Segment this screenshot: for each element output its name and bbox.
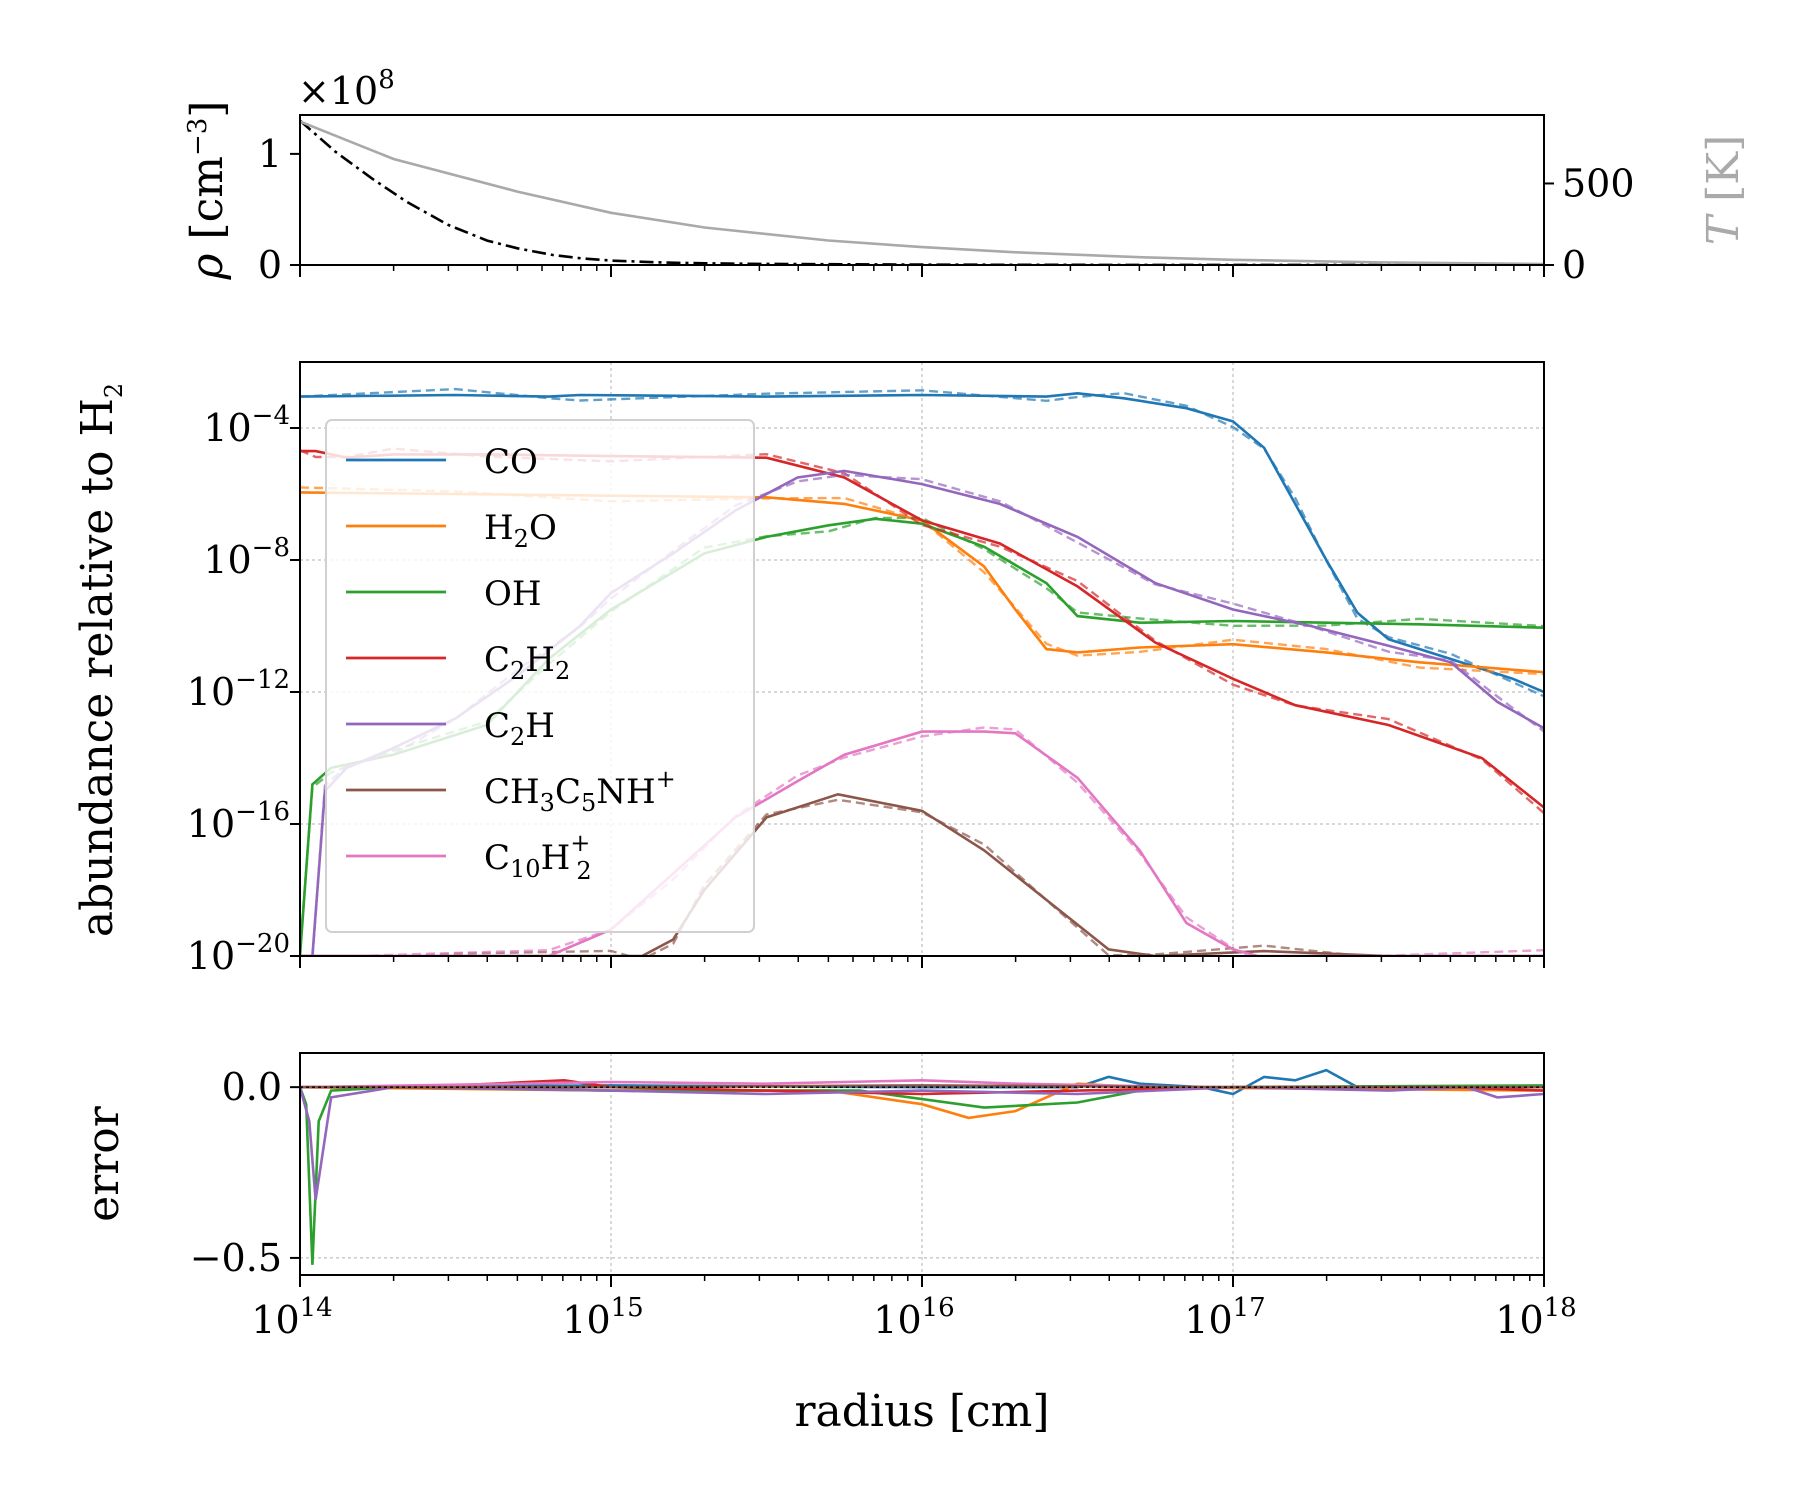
legend-box <box>325 419 755 933</box>
legend-label-CO: CO <box>484 442 538 482</box>
top-right-ylabel: T [K] <box>1698 135 1749 246</box>
top-right-tick-label: 500 <box>1562 161 1635 205</box>
top-right-tick-label: 0 <box>1562 243 1586 287</box>
mid-reference-H2O <box>300 486 1544 676</box>
bottom-ticks: 0.0 −0.5 1014 1015 1016 1017 1018 <box>190 1065 1577 1342</box>
legend-label-C2H2: C2H2 <box>484 640 570 685</box>
bottom-ylabel: error <box>78 1105 129 1222</box>
legend-items: CO H2O OH C2H2 C2H CH3C5NH+ C10H+ 2 <box>346 442 676 885</box>
top-left-tick-label: 0 <box>258 243 282 287</box>
mid-y-tick-label: 10−12 <box>187 665 290 714</box>
middle-ylabel: abundance relative to H2 <box>72 383 128 937</box>
x-axis-label: radius [cm] <box>794 1386 1049 1437</box>
bot-series-CO <box>300 1068 1544 1096</box>
mid-series-CH3C5NH+ <box>300 792 1544 956</box>
top-offset-text: ×108 <box>298 65 395 113</box>
mid-reference-CO <box>300 387 1544 698</box>
x-tick-label: 1017 <box>1184 1293 1265 1342</box>
mid-reference-C2H <box>311 473 1544 956</box>
mid-series-CO <box>300 391 1544 694</box>
mid-y-tick-label: 10−20 <box>187 929 290 978</box>
bot-series-CH3C5NH+ <box>300 1084 1544 1089</box>
middle-ticks: 10−20 10−16 10−12 10−8 10−4 <box>187 401 1545 978</box>
top-ticks: 0 1 0 500 <box>258 132 1635 287</box>
middle-panel: 10−20 10−16 10−12 10−8 10−4 abundance relati… <box>72 361 1545 978</box>
top-axes-frame <box>299 114 1545 266</box>
legend-label-CH3C5NH+: CH3C5NH+ <box>484 765 676 817</box>
legend: CO H2O OH C2H2 C2H CH3C5NH+ C10H+ 2 <box>325 419 755 933</box>
top-series-temperature <box>300 120 1544 265</box>
legend-label-C2H: C2H <box>484 706 555 751</box>
mid-reference-C2H2 <box>300 447 1544 815</box>
top-series-density <box>300 119 1544 265</box>
legend-label-H2O: H2O <box>484 508 557 553</box>
x-tick-label: 1014 <box>251 1293 332 1342</box>
top-panel: 0 1 0 500 ×108 ρ [cm−3] T [K] <box>182 65 1749 287</box>
bottom-panel: 0.0 −0.5 1014 1015 1016 1017 1018 error <box>78 1052 1577 1342</box>
legend-label-OH: OH <box>484 574 542 614</box>
top-left-tick-label: 1 <box>258 132 282 176</box>
top-series <box>300 119 1544 265</box>
mid-y-tick-label: 10−16 <box>187 797 290 846</box>
bot-y-tick-label: 0.0 <box>222 1065 282 1109</box>
x-tick-label: 1015 <box>562 1293 643 1342</box>
legend-label-C10H2+: C10H+ 2 <box>484 829 592 885</box>
mid-y-tick-label: 10−8 <box>203 533 290 582</box>
mid-y-tick-label: 10−4 <box>203 401 290 450</box>
x-tick-label: 1016 <box>873 1293 954 1342</box>
bot-y-tick-label: −0.5 <box>190 1236 282 1280</box>
top-left-ylabel: ρ [cm−3] <box>182 101 233 281</box>
x-tick-label: 1018 <box>1495 1293 1576 1342</box>
bottom-series <box>300 1068 1544 1265</box>
